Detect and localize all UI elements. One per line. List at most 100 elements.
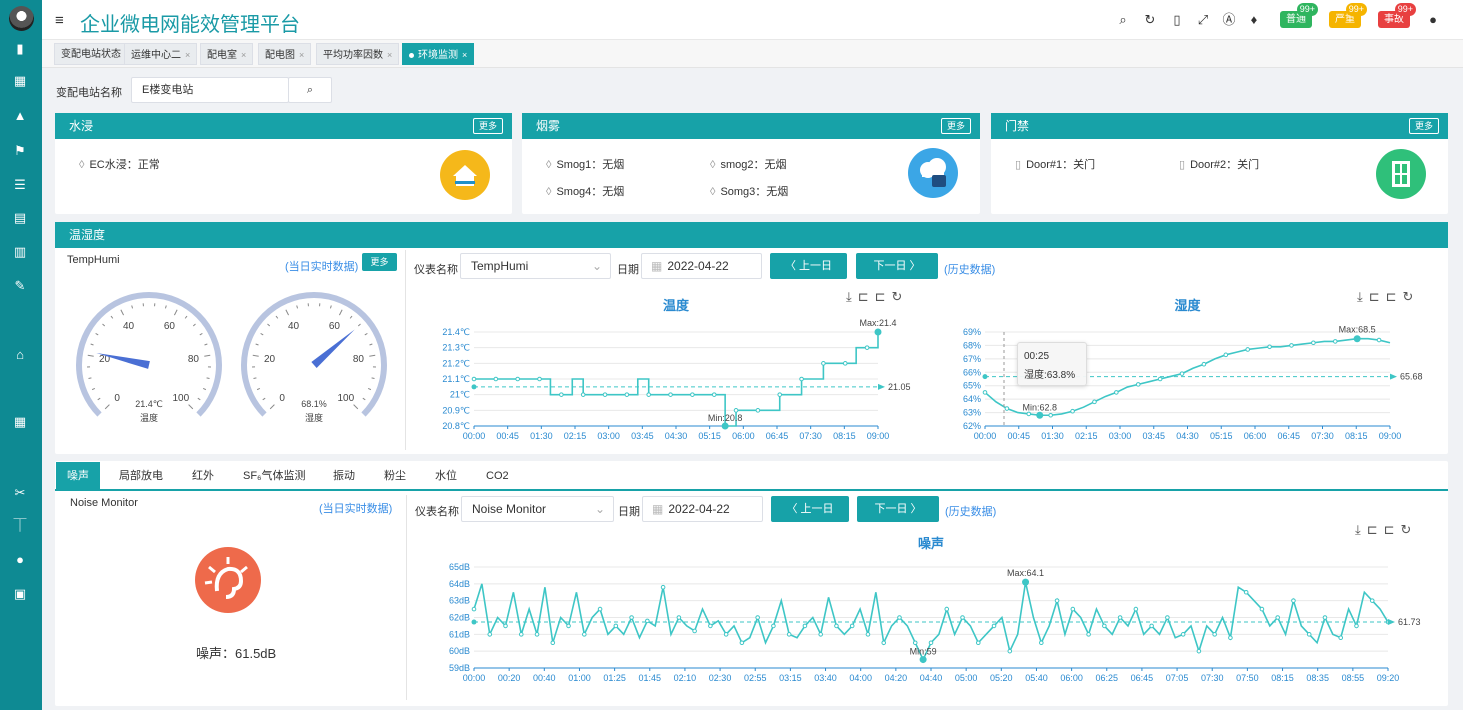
gauge-tick [88, 377, 92, 380]
x-tick-label: 03:00 [1109, 431, 1132, 441]
data-point [493, 376, 499, 382]
table-icon[interactable]: ▤ [13, 210, 27, 225]
noise-chart-toolbox[interactable]: ⤓⊏⊏↻ [1355, 522, 1418, 537]
close-icon[interactable]: × [241, 50, 247, 60]
chart-title: 温度 [663, 298, 690, 313]
door-more-button[interactable]: 更多 [1408, 118, 1439, 134]
y-tick-label: 64% [963, 394, 981, 404]
fullscreen-icon[interactable]: ⤢ [1197, 12, 1209, 27]
edit-icon[interactable]: ✎ [14, 278, 26, 293]
water-more-button[interactable]: 更多 [472, 118, 503, 134]
y-tick-label: 20.8℃ [442, 421, 470, 431]
x-tick-label: 05:00 [955, 673, 978, 683]
x-tick-label: 04:20 [885, 673, 908, 683]
data-point [597, 606, 603, 612]
user-icon[interactable]: ● [16, 552, 24, 567]
tab-co2[interactable]: CO2 [486, 470, 509, 482]
gauge-tick [110, 315, 114, 319]
apps-icon[interactable]: ▦ [13, 414, 27, 429]
temp-chart-toolbox[interactable]: ⤓⊏⊏↻ [846, 289, 909, 304]
theme-icon[interactable]: ♦ [1250, 12, 1258, 27]
tab-distribution-room[interactable]: 配电室 × [200, 43, 254, 65]
building-icon[interactable]: ▦ [13, 73, 27, 88]
gauge-tick-label: 40 [288, 321, 300, 332]
data-point [1133, 606, 1139, 612]
noise-prev-day-button[interactable]: 〈 上一日 [771, 496, 849, 522]
chart-icon[interactable]: ▮ [16, 41, 24, 56]
noise-meter-select[interactable]: Noise Monitor ⌄ [461, 496, 614, 522]
station-name-input[interactable]: E楼变电站 [131, 77, 289, 103]
data-point [1179, 371, 1185, 376]
font-size-icon[interactable]: Ⓐ [1222, 12, 1236, 27]
alarm-accident-button[interactable]: 事故 99+ [1378, 3, 1416, 28]
data-point [676, 615, 682, 620]
tower-icon[interactable]: ⏉ [13, 518, 27, 533]
user-icon[interactable]: ● [1429, 12, 1437, 27]
history-data-link[interactable]: (历史数据) [944, 264, 996, 276]
tab-environment-monitoring[interactable]: 环境监测 × [402, 43, 475, 65]
tab-water-level[interactable]: 水位 [435, 470, 457, 482]
gauge-tick [95, 333, 99, 336]
grid-icon[interactable]: ▥ [13, 244, 27, 259]
tab-noise[interactable]: 噪声 [56, 462, 100, 490]
data-point [799, 376, 804, 382]
search-icon[interactable]: ⌕ [1119, 12, 1127, 27]
gauge-tick [252, 354, 259, 357]
prev-day-button[interactable]: 〈 上一日 [770, 253, 847, 279]
tools-icon[interactable]: ✂ [14, 485, 26, 500]
tab-ops-center-2[interactable]: 运维中心二 × [124, 43, 198, 65]
search-button[interactable]: ⌕ [288, 77, 332, 103]
close-icon[interactable]: × [387, 50, 393, 60]
tab-partial-discharge[interactable]: 局部放电 [119, 470, 163, 482]
noise-history-link[interactable]: (历史数据) [945, 506, 997, 518]
alarm-serious-label: 严重 [1335, 14, 1355, 25]
date-input[interactable]: ▦ 2022-04-22 [641, 253, 762, 279]
next-day-button[interactable]: 下一日 〉 [856, 253, 938, 279]
series-line [474, 332, 879, 427]
refresh-icon[interactable]: ↻ [1144, 12, 1156, 27]
house-icon [440, 150, 490, 200]
close-icon[interactable]: × [462, 50, 468, 60]
meter-select[interactable]: TempHumi ⌄ [460, 253, 611, 279]
report-icon[interactable]: ☰ [14, 177, 26, 192]
avatar[interactable] [9, 6, 34, 31]
data-point [928, 640, 934, 646]
smoke-more-button[interactable]: 更多 [940, 118, 971, 134]
gauge-tick [104, 404, 110, 410]
noise-next-day-button[interactable]: 下一日 〉 [857, 496, 939, 522]
noise-realtime-label: (当日实时数据) [319, 503, 393, 515]
x-tick-label: 06:00 [1060, 673, 1083, 683]
humi-chart-toolbox[interactable]: ⤓⊏⊏↻ [1357, 289, 1420, 304]
data-point [1311, 340, 1316, 346]
alarm-icon[interactable]: ▲ [13, 108, 27, 123]
x-tick-label: 03:45 [1142, 431, 1165, 441]
humidity-chart: 湿度 62% 63% 64% 65% 66% 67% 68% 69% 00:00 00:45 01:3… [963, 298, 1423, 441]
tab-dust[interactable]: 粉尘 [384, 470, 406, 482]
gauge-tick-label: 0 [279, 393, 285, 404]
alarm-normal-count: 99+ [1296, 3, 1318, 16]
close-icon[interactable]: × [185, 50, 191, 60]
divider [405, 250, 406, 450]
close-icon[interactable]: × [299, 50, 305, 60]
noise-date-input[interactable]: ▦ 2022-04-22 [642, 496, 763, 522]
tab-infrared[interactable]: 红外 [192, 470, 214, 482]
smoke-title: 烟雾 [536, 119, 561, 133]
max-label: Max:64.1 [1007, 568, 1044, 578]
temp-humi-more-button[interactable]: 更多 [362, 253, 397, 271]
tab-substation-status[interactable]: 变配电站状态 [54, 43, 128, 65]
hamburger-menu-icon[interactable]: ≡ [55, 12, 64, 29]
data-point [1223, 352, 1229, 358]
document-icon[interactable]: ▣ [13, 586, 27, 601]
book-icon[interactable]: ▯ [1173, 12, 1181, 27]
tab-sf6[interactable]: SF₆气体监测 [243, 470, 306, 482]
data-point [1306, 632, 1312, 637]
tab-power-factor[interactable]: 平均功率因数 × [316, 43, 400, 65]
alarm-serious-button[interactable]: 严重 99+ [1329, 3, 1367, 28]
alarm-normal-button[interactable]: 普通 99+ [1280, 3, 1318, 28]
gauge-tick-label: 80 [353, 354, 365, 365]
home-icon[interactable]: ⌂ [16, 347, 24, 362]
tab-vibration[interactable]: 振动 [333, 470, 355, 482]
flag-icon[interactable]: ⚑ [14, 143, 26, 158]
tab-distribution-diagram[interactable]: 配电图 × [258, 43, 312, 65]
min-label: Min:20.8 [708, 413, 743, 423]
